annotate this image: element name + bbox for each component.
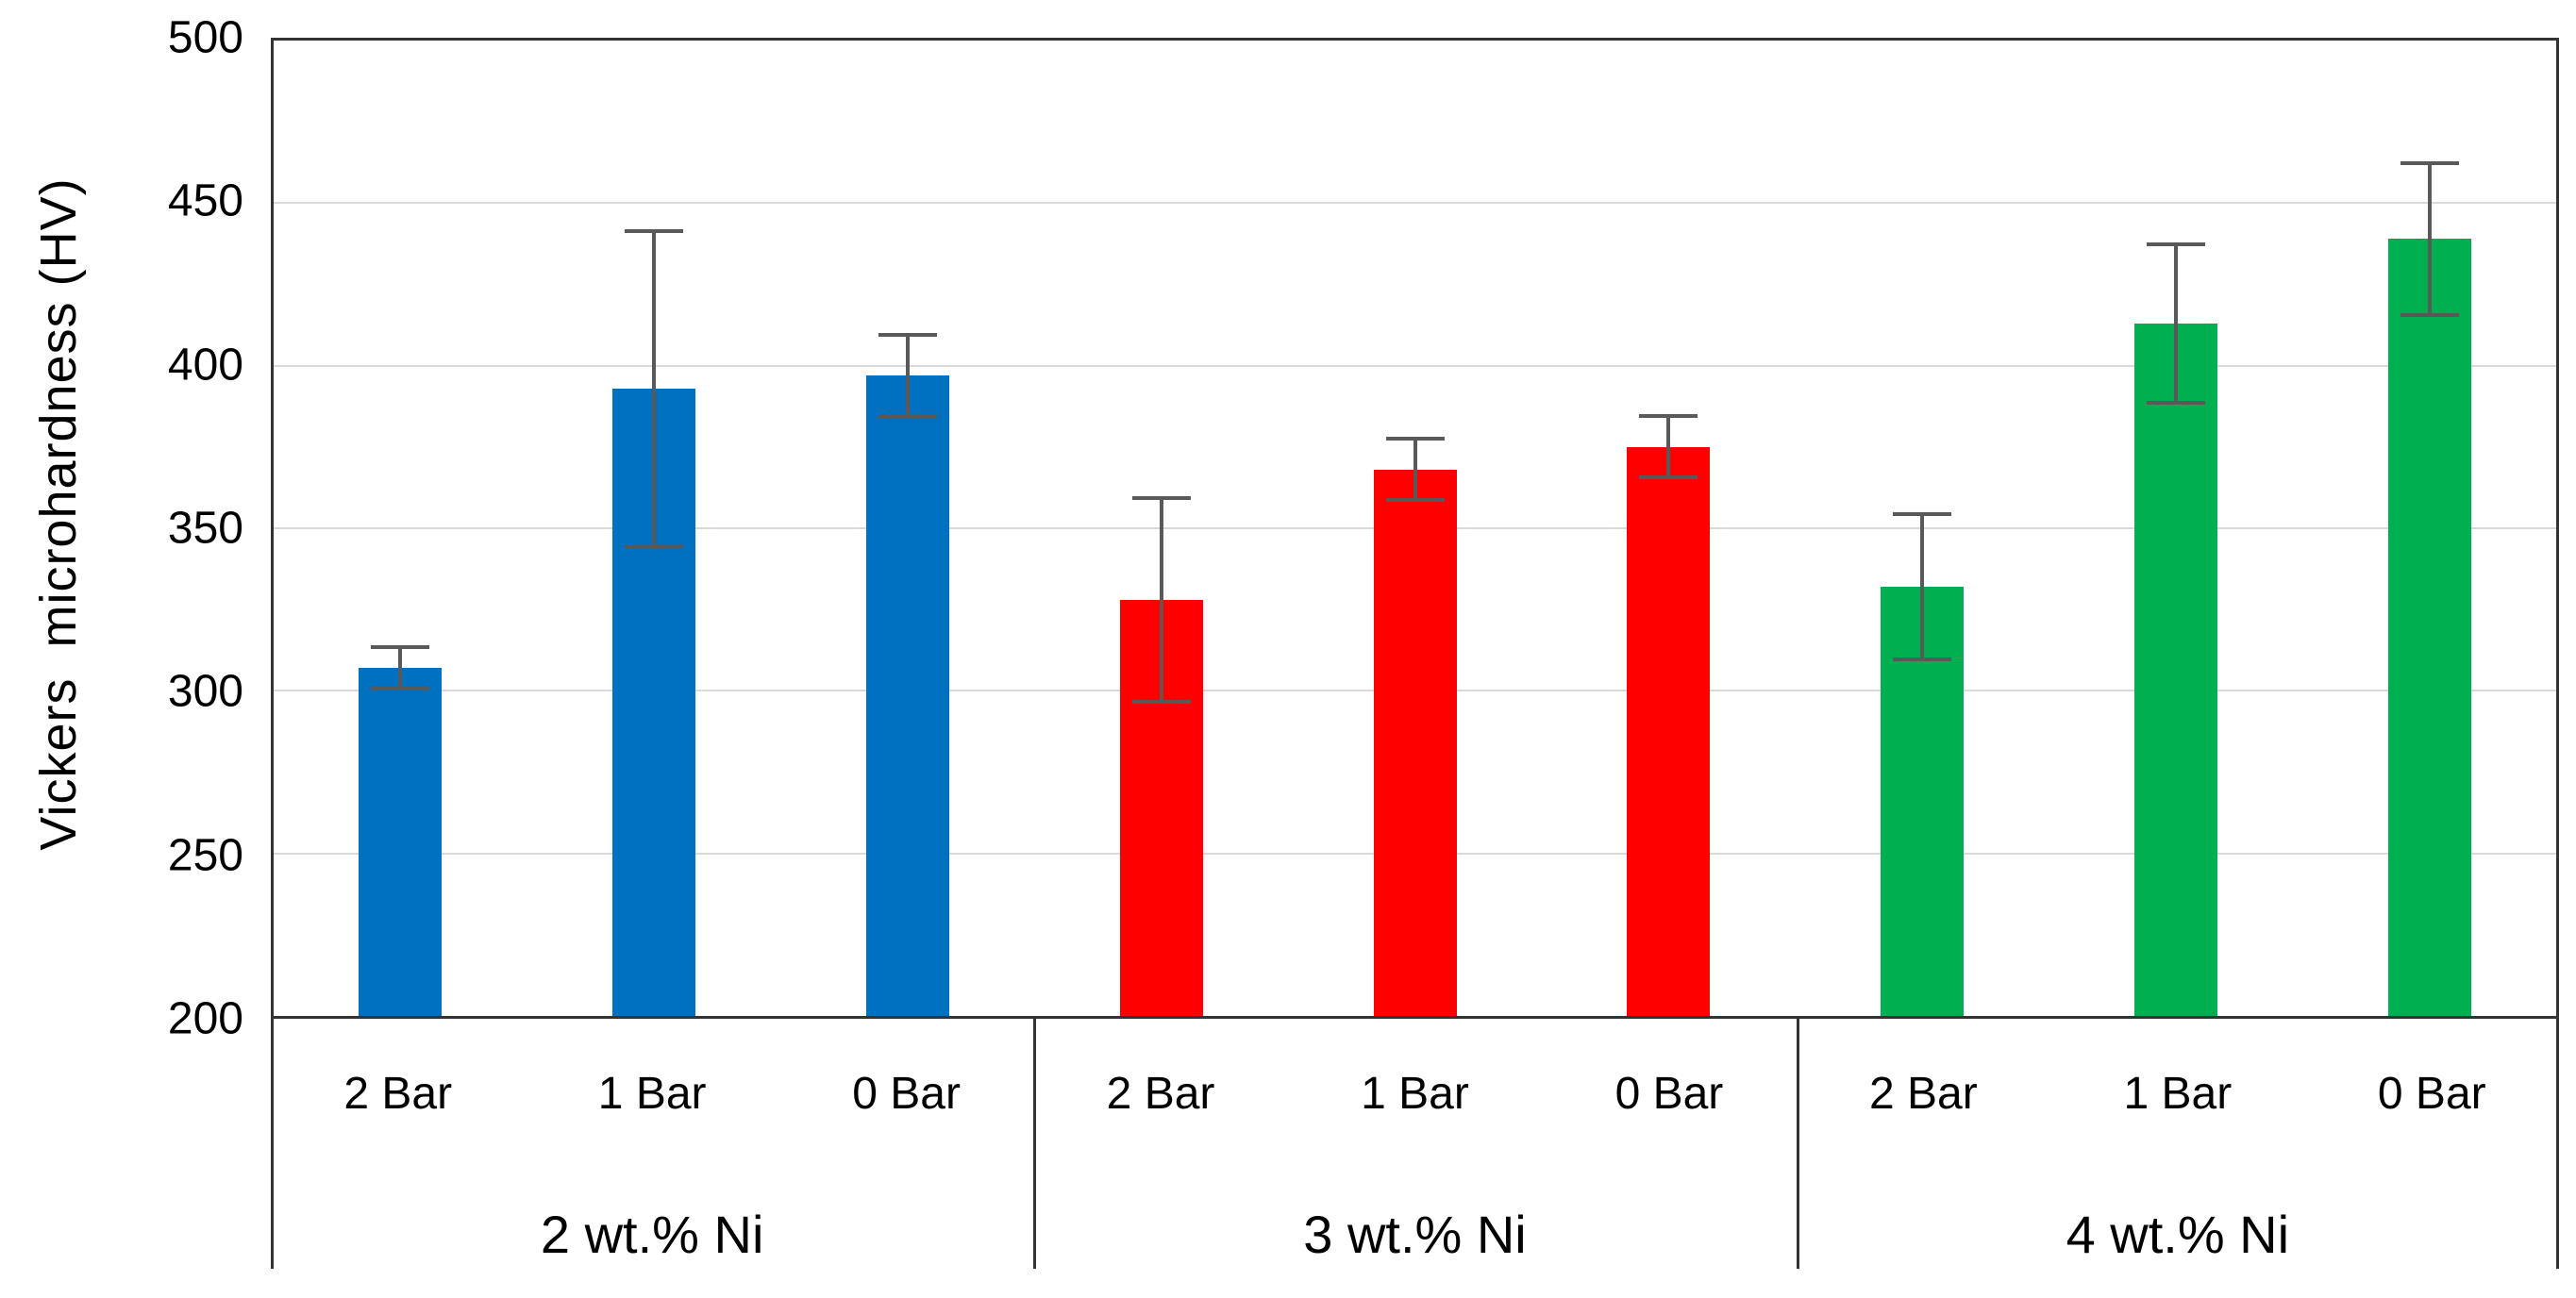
error-bar-cap-bottom: [2146, 401, 2205, 406]
error-bar-line: [2427, 160, 2432, 317]
pressure-label: 0 Bar: [852, 1069, 961, 1119]
error-bar-line: [398, 645, 403, 691]
error-bar-cap-bottom: [1893, 657, 1952, 662]
error-bar-cap-top: [1893, 511, 1952, 516]
group-separator-line: [271, 1019, 274, 1269]
error-bar-line: [1413, 437, 1417, 503]
error-bar-line: [1666, 414, 1671, 480]
pressure-label: 0 Bar: [2377, 1069, 2486, 1119]
group-label: 3 wt.% Ni: [1303, 1205, 1527, 1264]
error-bar-cap-top: [371, 645, 430, 650]
group-separator-line: [1033, 1019, 1037, 1269]
error-bar-cap-bottom: [625, 543, 684, 548]
pressure-label: 1 Bar: [2123, 1069, 2233, 1119]
pressure-label: 2 Bar: [1869, 1069, 1978, 1119]
y-tick-label: 400: [167, 340, 243, 391]
gridline: [274, 364, 2556, 367]
error-bar-cap-top: [1639, 414, 1698, 419]
pressure-label: 1 Bar: [597, 1069, 707, 1119]
error-bar-line: [1159, 495, 1163, 705]
error-bar-line: [2173, 241, 2178, 406]
bar-2-wt-ni-2-bar: [359, 668, 443, 1016]
error-bar: [1893, 511, 1952, 662]
group-label: 2 wt.% Ni: [540, 1205, 764, 1264]
y-tick-label: 450: [167, 175, 243, 226]
y-tick-label: 500: [167, 12, 243, 63]
pressure-label: 0 Bar: [1614, 1069, 1724, 1119]
y-tick-label: 250: [167, 830, 243, 881]
error-bar-cap-top: [2400, 160, 2459, 165]
error-bar-cap-bottom: [1385, 498, 1445, 503]
error-bar: [2146, 241, 2205, 406]
error-bar-cap-top: [1385, 437, 1445, 441]
error-bar-cap-top: [1131, 495, 1191, 500]
group-separator-line: [2556, 1019, 2559, 1269]
gridline: [274, 202, 2556, 205]
error-bar: [2400, 160, 2459, 317]
error-bar-cap-bottom: [371, 687, 430, 691]
bar-4-wt-ni-0-bar: [2387, 239, 2471, 1016]
plot-area: [271, 38, 2559, 1019]
group-label: 4 wt.% Ni: [2066, 1205, 2290, 1264]
error-bar: [625, 228, 684, 548]
bar-4-wt-ni-1-bar: [2133, 323, 2217, 1016]
x-axis-area: 2 Bar 1 Bar 0 Bar 2 Bar 1 Bar 0 Bar 2 Bar 1 Bar…: [271, 1019, 2559, 1269]
error-bar: [371, 645, 430, 691]
error-bar-cap-bottom: [1131, 700, 1191, 705]
bar-3-wt-ni-1-bar: [1373, 469, 1457, 1016]
bar-2-wt-ni-0-bar: [865, 375, 949, 1016]
error-bar: [878, 333, 937, 418]
error-bar-cap-top: [878, 333, 937, 338]
error-bar-cap-top: [2146, 241, 2205, 246]
pressure-label: 1 Bar: [1361, 1069, 1469, 1119]
y-axis-tick-labels: 200 250 300 350 400 450 500: [0, 13, 243, 1044]
error-bar-line: [652, 228, 657, 548]
y-tick-label: 350: [167, 503, 243, 554]
y-tick-label: 300: [167, 666, 243, 717]
error-bar-line: [1920, 511, 1925, 662]
error-bar: [1639, 414, 1698, 480]
error-bar-cap-bottom: [878, 413, 937, 418]
error-bar-cap-bottom: [1639, 475, 1698, 480]
y-tick-label: 200: [167, 993, 243, 1044]
pressure-label: 2 Bar: [1106, 1069, 1215, 1119]
pressure-label: 2 Bar: [343, 1069, 453, 1119]
bar-3-wt-ni-0-bar: [1627, 446, 1711, 1016]
error-bar-line: [905, 333, 910, 418]
group-separator-line: [1796, 1019, 1799, 1269]
error-bar-cap-top: [625, 228, 684, 233]
error-bar-cap-bottom: [2400, 312, 2459, 317]
error-bar: [1385, 437, 1445, 503]
error-bar: [1131, 495, 1191, 705]
